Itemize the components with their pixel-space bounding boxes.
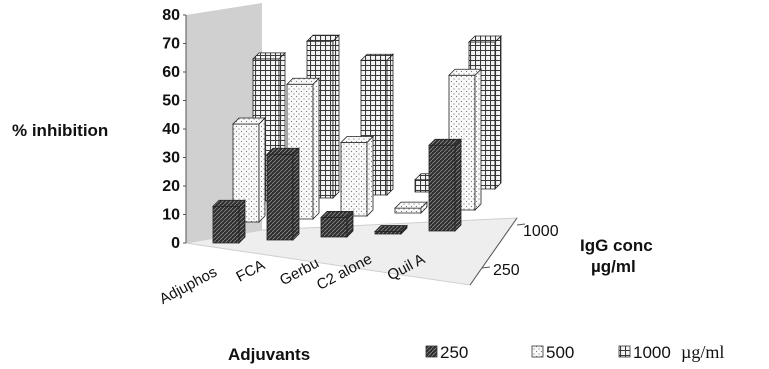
bar-top (212, 199, 246, 207)
category-label: Adjuphos (157, 264, 220, 308)
bar-side (366, 135, 374, 217)
y-tick-label: 10 (162, 207, 180, 224)
bars (212, 34, 502, 244)
bar-front (266, 153, 294, 241)
bar-side (258, 117, 266, 223)
depth-tick-250-mark (481, 266, 491, 269)
bar-250-FCA (266, 147, 300, 241)
depth-axis-title-line1: IgG conc (580, 236, 653, 255)
bar-top (340, 136, 374, 143)
bar-side (292, 147, 300, 241)
bar-top (232, 117, 266, 125)
bar-side (386, 53, 394, 196)
y-tick-label: 40 (162, 121, 180, 138)
bar-500-Gerbu (340, 135, 374, 217)
bar-side (454, 138, 462, 232)
bar-front (340, 142, 368, 217)
bar-side (332, 34, 340, 199)
bar-500-Adjuphos (232, 117, 266, 223)
y-tick-labels: 0 10 20 30 40 50 60 70 80 (162, 7, 186, 252)
bar-top (252, 52, 286, 60)
y-tick-label: 80 (162, 7, 180, 24)
legend-swatch-250 (425, 345, 438, 358)
legend-label-250: 250 (440, 343, 468, 362)
bar-250-Quil-A (428, 138, 462, 232)
bar-top (306, 34, 340, 42)
legend-label-1000: 1000 (633, 343, 671, 362)
legend-swatch-500 (531, 345, 544, 358)
bar-top (286, 77, 320, 85)
legend-unit: µg/ml (681, 342, 724, 362)
bar-top (394, 201, 428, 209)
bar-250-Adjuphos (212, 199, 246, 244)
depth-axis-line (469, 217, 518, 286)
bar-side (312, 77, 320, 220)
y-tick-label: 60 (162, 64, 180, 81)
y-tick-label: 0 (171, 235, 180, 252)
y-axis-title: % inhibition (12, 121, 108, 140)
legend: 250 500 1000 µg/ml (425, 342, 724, 362)
bar-front (212, 205, 240, 244)
legend-label-500: 500 (546, 343, 574, 362)
bar-front (428, 144, 456, 232)
x-axis-title: Adjuvants (228, 345, 310, 364)
category-label: FCA (233, 257, 267, 286)
bar-250-Gerbu (320, 210, 354, 238)
y-tick-label: 70 (162, 36, 180, 53)
bar-front (394, 207, 422, 214)
bar-side (474, 68, 482, 211)
bar-side (238, 199, 246, 244)
depth-tick-1000-mark (516, 223, 526, 226)
bar-top (448, 68, 482, 76)
depth-tick-1000: 1000 (523, 223, 559, 240)
y-tick-label: 50 (162, 93, 180, 110)
depth-axis-title-line2: µg/ml (591, 257, 636, 276)
bar-top (320, 210, 354, 218)
y-tick-label: 30 (162, 150, 180, 167)
bar-top (360, 53, 394, 61)
y-tick-label: 20 (162, 178, 180, 195)
bar-top (266, 147, 300, 155)
bar-500-C2-alone (394, 201, 428, 214)
bar-top (468, 35, 502, 43)
bar-top (374, 225, 408, 232)
bar-side (494, 35, 502, 190)
bar-250-C2-alone (374, 224, 408, 235)
bar-top (428, 138, 462, 146)
depth-tick-250: 250 (493, 262, 520, 279)
legend-swatch-1000 (618, 345, 631, 358)
bar-front (320, 216, 348, 238)
